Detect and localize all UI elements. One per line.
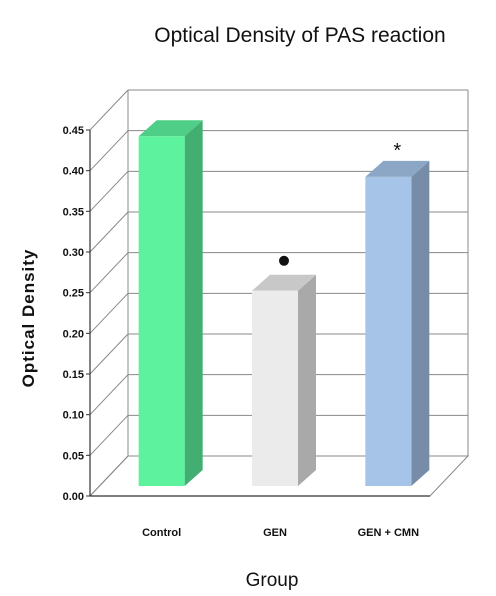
gridline-side [89, 89, 129, 131]
significance-dot [279, 255, 289, 266]
gridline-side [89, 252, 129, 294]
y-tick-label: 0.40 [63, 166, 84, 178]
y-tick-label: 0.35 [63, 206, 84, 218]
x-tick-label: Control [142, 527, 181, 539]
x-axis-label: Group [246, 570, 299, 591]
x-tick-label: GEN [263, 527, 287, 539]
gridline-side [89, 333, 129, 375]
y-tick-label: 0.10 [63, 410, 84, 422]
bar [365, 176, 412, 486]
bar-control [138, 120, 203, 487]
y-tick-label: 0.05 [63, 450, 84, 462]
y-tick-label: 0.30 [63, 247, 84, 259]
bar [138, 136, 185, 486]
y-axis-label: Optical Density [19, 249, 38, 388]
bar-side-face [184, 120, 203, 487]
y-tick-label: 0.45 [63, 125, 84, 137]
y-tick-label: 0.20 [63, 328, 84, 340]
bar-top-face [252, 274, 316, 291]
gridline-side [89, 414, 129, 456]
y-tick-label: 0.15 [63, 369, 84, 381]
bar-gen-cmn [365, 160, 430, 486]
y-tick-label: 0.00 [63, 491, 84, 503]
significance-marker: * [393, 140, 401, 162]
chart-title: Optical Density of PAS reaction [154, 24, 445, 47]
x-tick-label: GEN + CMN [358, 527, 419, 539]
axes [86, 129, 430, 497]
bar [252, 290, 298, 486]
gridline-side [89, 130, 129, 172]
labels: 0.00 0.05 0.10 0.15 0.20 0.25 0.30 0.35 0.40 0.45… [63, 125, 420, 539]
bar-side-face [411, 160, 430, 486]
bar-gen [252, 274, 316, 486]
bar-top-face [138, 120, 203, 137]
gridline-side [89, 170, 129, 212]
y-tick-label: 0.25 [63, 288, 84, 300]
gridline-side [89, 374, 129, 416]
bar-top-face [365, 160, 430, 177]
bars [138, 120, 430, 487]
gridline-side [89, 292, 129, 334]
gridline-side [89, 211, 129, 253]
bar-side-face [298, 274, 316, 486]
